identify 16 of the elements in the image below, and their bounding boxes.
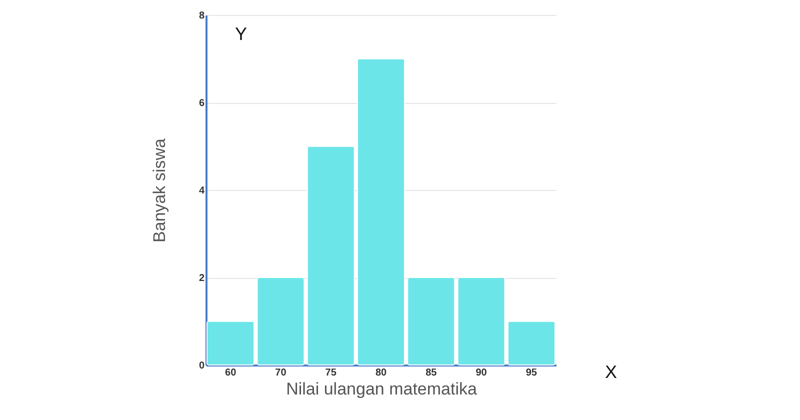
y-tick-label: 8: [198, 10, 205, 22]
y-tick-label: 4: [198, 186, 205, 196]
x-tick-label: 80: [375, 368, 387, 378]
x-axis-title: Nilai ulangan matematika: [286, 380, 478, 398]
text: X: [604, 362, 618, 382]
y-tick-label: 6: [198, 98, 205, 109]
y-tick-label: 0: [198, 360, 205, 372]
x-tick-label: 75: [325, 368, 337, 378]
x-tick-label: 85: [426, 368, 438, 378]
y-tick-label: 2: [198, 273, 205, 284]
y-axis-title: Banyak siswa: [150, 138, 169, 242]
x-tick-label: 70: [275, 368, 287, 378]
x-tick-label: 60: [225, 368, 237, 378]
x-tick-label: 90: [476, 368, 488, 378]
x-tick-label: 95: [526, 368, 538, 378]
annotation: Y: [234, 24, 248, 44]
